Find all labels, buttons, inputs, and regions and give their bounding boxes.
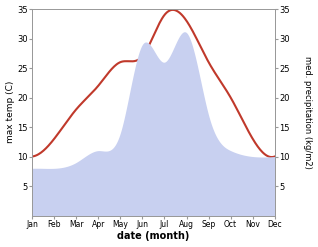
Y-axis label: med. precipitation (kg/m2): med. precipitation (kg/m2) xyxy=(303,56,313,169)
X-axis label: date (month): date (month) xyxy=(117,231,190,242)
Y-axis label: max temp (C): max temp (C) xyxy=(5,81,15,144)
